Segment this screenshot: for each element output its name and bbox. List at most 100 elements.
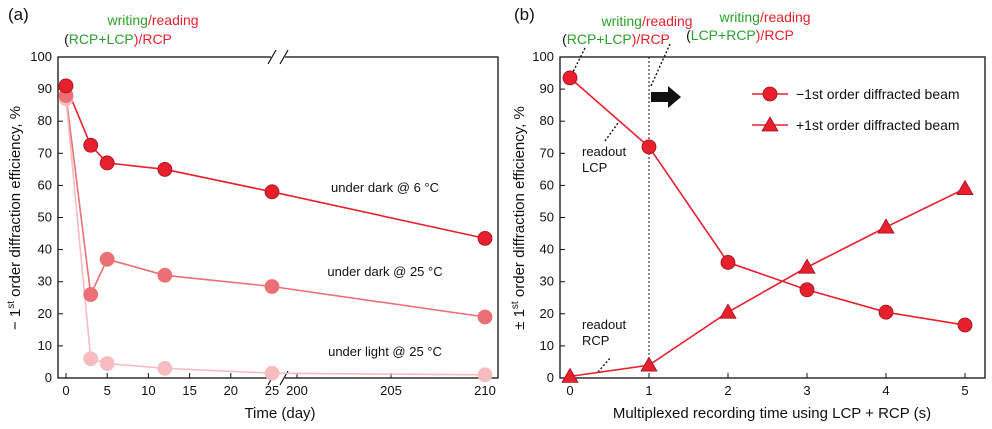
a-series-line-2 xyxy=(65,98,486,376)
ylabel-sup: st xyxy=(510,301,521,309)
b-ytick-label: 40 xyxy=(540,242,554,257)
header1-close: )/ xyxy=(632,31,641,47)
header2-slash: / xyxy=(760,9,764,25)
a-xtick-label: 200 xyxy=(286,383,308,398)
readout-rcp-leader xyxy=(597,356,612,373)
a-point-s0-3 xyxy=(157,161,173,177)
header-rcp: RCP xyxy=(69,31,99,47)
a-point-s1-2 xyxy=(99,251,115,267)
annotation-light-25c: under light @ 25 °C xyxy=(328,344,442,359)
header2-plus: + xyxy=(718,27,726,43)
panel-a-header-line2: (RCP+LCP)/RCP xyxy=(64,31,172,47)
header2-rcp: RCP xyxy=(726,27,756,43)
b-point-triangle-5 xyxy=(956,179,974,196)
a-point-s2-2 xyxy=(99,356,115,371)
a-point-s0-1 xyxy=(83,137,99,153)
a-ytick-label: 40 xyxy=(38,242,52,257)
panel-b-header1-line1: writing/reading xyxy=(600,13,692,29)
readout-lcp-line1: readout xyxy=(582,144,626,159)
a-point-s0-2 xyxy=(99,155,115,171)
panel-b-header2-line2: (LCP+RCP)/RCP xyxy=(686,27,794,43)
panel-b-x-ticks: 0 1 2 3 4 5 xyxy=(566,373,969,398)
annotation-dark-6c: under dark @ 6 °C xyxy=(331,180,439,195)
panel-b-y-ticks: 0 10 20 30 40 50 60 70 80 90 100 xyxy=(532,49,565,385)
header1-plus: + xyxy=(596,31,604,47)
annotation-dark-25c: under dark @ 25 °C xyxy=(327,264,442,279)
header-open-paren: ( xyxy=(64,31,69,47)
b-xtick-label: 4 xyxy=(882,383,889,398)
b-ytick-label: 70 xyxy=(540,145,554,160)
ylabel-suffix: order diffraction efficiency, % xyxy=(7,106,24,301)
readout-lcp-line2: LCP xyxy=(582,160,607,175)
panel-b-header1-line2: (RCP+LCP)/RCP xyxy=(562,31,670,47)
a-xtick-label: 10 xyxy=(141,383,155,398)
header1-lcp: LCP xyxy=(605,31,632,47)
a-xtick-label: 15 xyxy=(182,383,196,398)
a-ytick-label: 70 xyxy=(38,145,52,160)
header2-rcp-read: RCP xyxy=(764,27,794,43)
b-ytick-label: 80 xyxy=(540,113,554,128)
a-xtick-label: 0 xyxy=(62,383,69,398)
panel-a-x-ticks: 0 5 10 15 20 25 200 205 210 xyxy=(62,373,496,398)
a-point-s1-4 xyxy=(264,279,280,294)
b-series-line-1 xyxy=(569,187,966,378)
a-ytick-label: 50 xyxy=(38,210,52,225)
a-ytick-label: 60 xyxy=(38,177,52,192)
b-point-circle-0 xyxy=(562,70,578,86)
legend-label-minus1: −1st order diffracted beam xyxy=(796,86,960,102)
a-point-s0-5 xyxy=(477,230,493,246)
a-point-s1-5 xyxy=(477,309,493,325)
b-xtick-label: 5 xyxy=(961,383,968,398)
header-lcp: LCP xyxy=(107,31,134,47)
b-point-circle-4 xyxy=(878,304,894,320)
header1-leader xyxy=(570,47,586,77)
a-point-s2-4 xyxy=(264,365,280,381)
header1-reading: reading xyxy=(646,13,693,29)
legend: −1st order diffracted beam +1st order di… xyxy=(752,86,960,133)
readout-rcp-line2: RCP xyxy=(582,333,609,348)
b-ytick-label: 30 xyxy=(540,274,554,289)
b-xtick-label: 2 xyxy=(724,383,731,398)
a-point-s1-1 xyxy=(83,287,99,302)
b-point-triangle-1 xyxy=(640,356,658,372)
panel-a-label: (a) xyxy=(8,5,29,24)
header2-writing: writing xyxy=(718,9,759,25)
b-point-circle-5 xyxy=(957,317,973,333)
header-writing: writing xyxy=(106,12,147,28)
panel-a-y-axis-label: − 1st order diffraction efficiency, % xyxy=(6,106,24,330)
a-ytick-label: 0 xyxy=(45,370,52,385)
a-xtick-label: 20 xyxy=(224,383,238,398)
header-rcp-read: RCP xyxy=(142,31,172,47)
panel-b-x-axis-label: Multiplexed recording time using LCP + R… xyxy=(613,405,931,422)
a-xtick-label: 5 xyxy=(104,383,111,398)
panel-a-x-axis-label: Time (day) xyxy=(244,405,315,422)
a-point-s1-3 xyxy=(157,267,173,283)
legend-label-plus1: +1st order diffracted beam xyxy=(796,117,960,133)
a-xtick-label: 205 xyxy=(380,383,402,398)
readout-lcp-leader xyxy=(604,122,619,142)
ylabel-prefix: − 1 xyxy=(7,309,24,330)
a-ytick-label: 20 xyxy=(38,306,52,321)
header-slash: / xyxy=(148,12,152,28)
b-ytick-label: 0 xyxy=(547,370,554,385)
legend-marker-circle xyxy=(762,86,778,102)
b-ytick-label: 100 xyxy=(532,49,554,64)
a-xtick-label: 210 xyxy=(474,383,496,398)
b-point-triangle-0 xyxy=(561,367,579,383)
header-reading: reading xyxy=(152,12,199,28)
b-ytick-label: 50 xyxy=(540,210,554,225)
ylabel-sup: st xyxy=(6,301,17,309)
header1-slash: / xyxy=(642,13,646,29)
b-ytick-label: 20 xyxy=(540,306,554,321)
b-point-circle-3 xyxy=(799,282,815,298)
header2-leader xyxy=(650,43,671,87)
header-plus: + xyxy=(98,31,106,47)
a-point-s2-3 xyxy=(157,360,173,376)
arrow-right-icon xyxy=(651,86,681,108)
b-xtick-label: 1 xyxy=(645,383,652,398)
b-ytick-label: 90 xyxy=(540,81,554,96)
b-ytick-label: 10 xyxy=(540,338,554,353)
b-point-circle-1 xyxy=(641,139,657,155)
a-ytick-label: 100 xyxy=(30,49,52,64)
